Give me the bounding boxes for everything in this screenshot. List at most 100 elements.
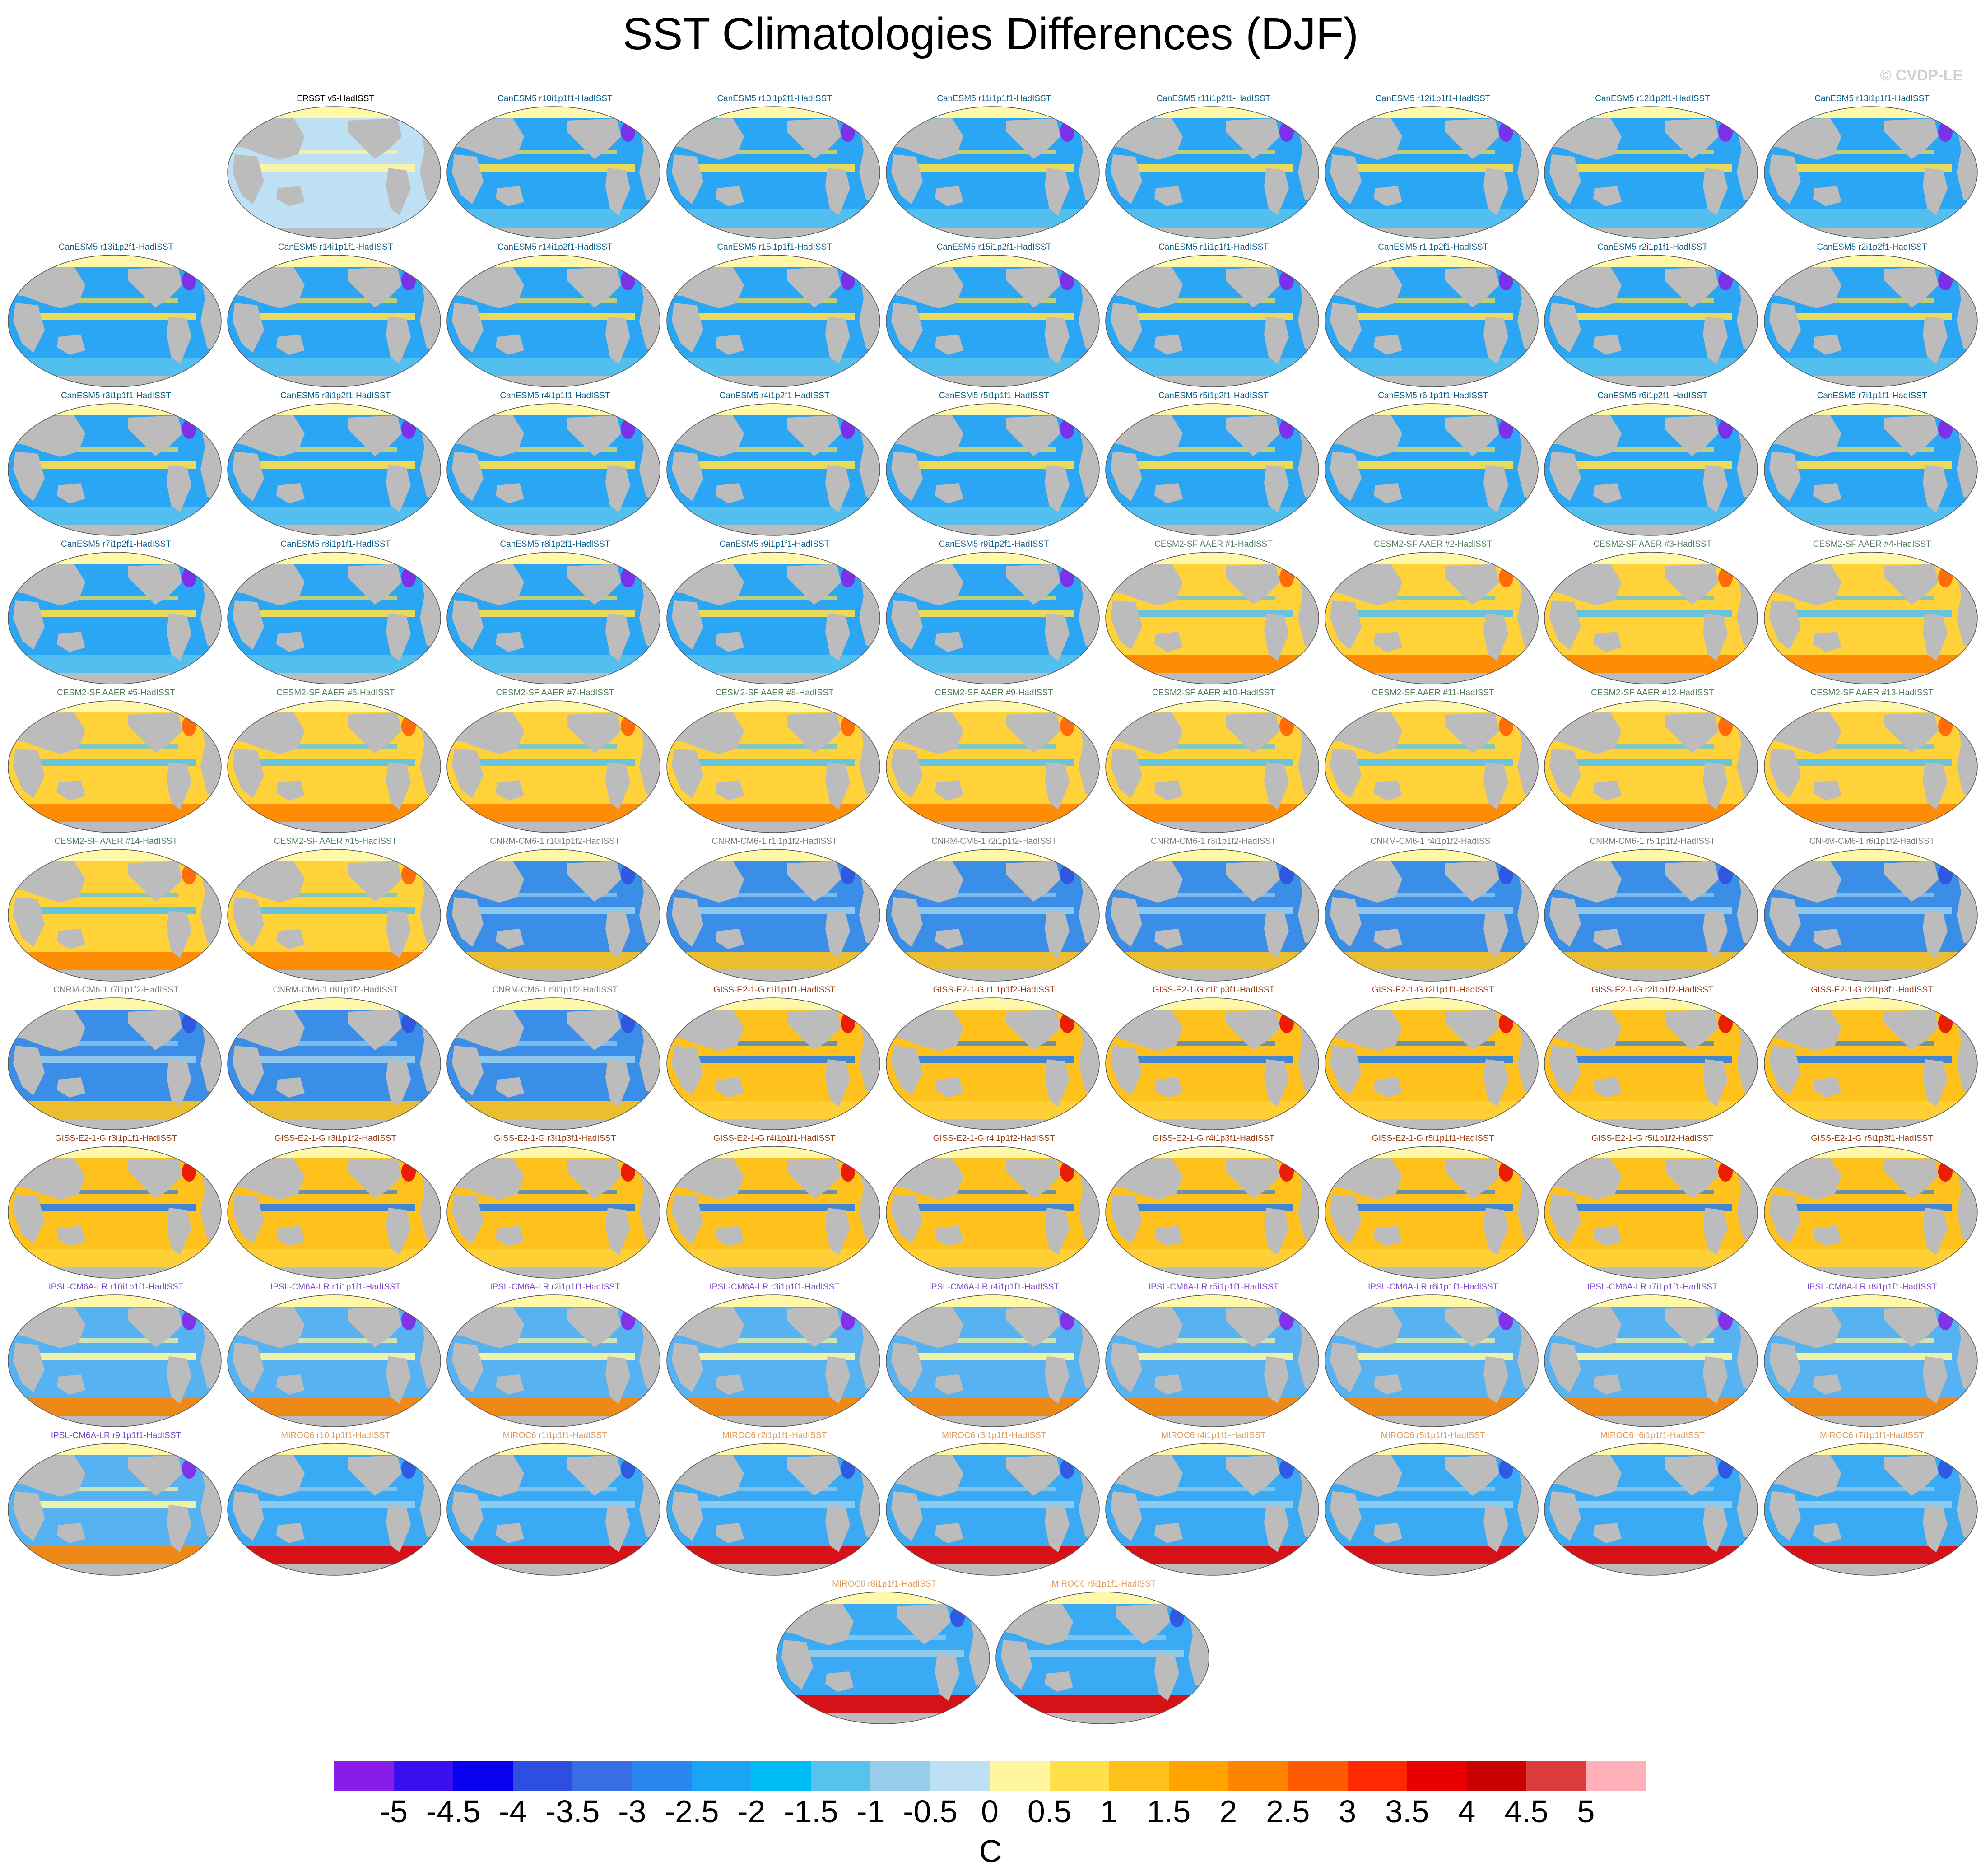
colorbar-tick-label: -1 [856, 1794, 885, 1829]
sst-difference-map [1105, 255, 1319, 387]
sst-difference-map [666, 255, 880, 387]
map-panel: CanESM5 r11i1p1f1-HadISST [884, 94, 1104, 243]
panel-title: CNRM-CM6-1 r5i1p1f2-HadISST [1590, 837, 1716, 846]
map-panel: CanESM5 r7i1p1f1-HadISST [1762, 391, 1981, 540]
map-panel: CNRM-CM6-1 r5i1p1f2-HadISST [1543, 837, 1762, 986]
sst-difference-map [1105, 1294, 1319, 1427]
colorbar-tick-label: 0.5 [1027, 1794, 1072, 1829]
map-panel: CESM2-SF AAER #3-HadISST [1543, 540, 1762, 689]
map-panel: MIROC6 r4i1p1f1-HadISST [1104, 1431, 1323, 1580]
sst-difference-map [886, 700, 1100, 833]
map-panel: CanESM5 r13i1p1f1-HadISST [1762, 94, 1981, 243]
colorbar-box [572, 1761, 632, 1791]
panel-title: CNRM-CM6-1 r2i1p1f2-HadISST [931, 837, 1057, 846]
panel-title: CanESM5 r11i1p1f1-HadISST [937, 94, 1051, 103]
panel-title: GISS-E2-1-G r2i1p1f1-HadISST [1372, 985, 1494, 995]
panel-title: CanESM5 r6i1p2f1-HadISST [1597, 391, 1708, 400]
map-panel: CanESM5 r1i1p2f1-HadISST [1323, 242, 1543, 391]
panel-title: CanESM5 r10i1p2f1-HadISST [717, 94, 832, 103]
map-panel: CanESM5 r4i1p2f1-HadISST [665, 391, 884, 540]
sst-difference-map [666, 700, 880, 833]
panel-title: MIROC6 r10i1p1f1-HadISST [281, 1431, 391, 1440]
sst-difference-map [227, 1443, 441, 1576]
panel-title: GISS-E2-1-G r5i1p1f1-HadISST [1372, 1134, 1494, 1143]
map-panel: CESM2-SF AAER #5-HadISST [6, 688, 226, 837]
sst-difference-map [1763, 255, 1978, 387]
sst-difference-map [1325, 700, 1539, 833]
map-panel: CNRM-CM6-1 r3i1p1f2-HadISST [1104, 837, 1323, 986]
sst-difference-map [227, 997, 441, 1130]
sst-difference-map [886, 1443, 1100, 1576]
sst-difference-map [8, 403, 222, 536]
map-panel: GISS-E2-1-G r5i1p3f1-HadISST [1762, 1134, 1981, 1283]
panel-title: IPSL-CM6A-LR r6i1p1f1-HadISST [1368, 1282, 1498, 1292]
colorbar-tick-label: -4.5 [426, 1794, 481, 1829]
map-panel: MIROC6 r3i1p1f1-HadISST [884, 1431, 1104, 1580]
sst-difference-map [227, 552, 441, 684]
panel-title: CESM2-SF AAER #7-HadISST [496, 688, 614, 698]
colorbar-box [1168, 1761, 1228, 1791]
map-panel: GISS-E2-1-G r3i1p3f1-HadISST [445, 1134, 665, 1283]
panel-title: IPSL-CM6A-LR r3i1p1f1-HadISST [709, 1282, 840, 1292]
sst-difference-map [1544, 255, 1758, 387]
sst-difference-map [886, 403, 1100, 536]
panel-title: MIROC6 r5i1p1f1-HadISST [1381, 1431, 1485, 1440]
sst-difference-map [446, 1146, 661, 1279]
sst-difference-map [227, 106, 441, 239]
panel-title: CESM2-SF AAER #15-HadISST [274, 837, 397, 846]
panel-title: IPSL-CM6A-LR r9i1p1f1-HadISST [51, 1431, 181, 1440]
sst-difference-map [886, 1146, 1100, 1279]
panel-title: CanESM5 r3i1p2f1-HadISST [280, 391, 391, 400]
map-panel: ERSST v5-HadISST [226, 94, 445, 243]
panel-title: CanESM5 r14i1p2f1-HadISST [498, 242, 613, 252]
sst-difference-map [446, 255, 661, 387]
panel-title: CanESM5 r8i1p1f1-HadISST [280, 540, 391, 549]
sst-difference-map [8, 255, 222, 387]
map-panel: CanESM5 r12i1p1f1-HadISST [1323, 94, 1543, 243]
panel-title: MIROC6 r1i1p1f1-HadISST [502, 1431, 608, 1440]
sst-difference-map [446, 849, 661, 982]
map-panel: GISS-E2-1-G r4i1p1f2-HadISST [884, 1134, 1104, 1283]
panel-title: CESM2-SF AAER #1-HadISST [1154, 540, 1273, 549]
panel-title: GISS-E2-1-G r3i1p1f1-HadISST [55, 1134, 177, 1143]
panel-title: MIROC6 r9i1p1f1-HadISST [1051, 1579, 1156, 1589]
map-panel: CNRM-CM6-1 r8i1p1f2-HadISST [226, 985, 445, 1134]
sst-difference-map [886, 1294, 1100, 1427]
sst-difference-map [1105, 106, 1319, 239]
sst-difference-map [227, 1294, 441, 1427]
map-panel: CESM2-SF AAER #13-HadISST [1762, 688, 1981, 837]
panel-title: CanESM5 r8i1p2f1-HadISST [500, 540, 610, 549]
panel-title: CESM2-SF AAER #8-HadISST [715, 688, 834, 698]
sst-difference-map [666, 849, 880, 982]
sst-difference-map [1544, 700, 1758, 833]
sst-difference-map [1105, 700, 1319, 833]
panel-title: CanESM5 r15i1p2f1-HadISST [936, 242, 1052, 252]
panel-title: IPSL-CM6A-LR r4i1p1f1-HadISST [929, 1282, 1059, 1292]
sst-difference-map [1544, 403, 1758, 536]
sst-difference-map [446, 700, 661, 833]
panel-title: CanESM5 r13i1p1f1-HadISST [1814, 94, 1930, 103]
panel-title: CanESM5 r1i1p2f1-HadISST [1378, 242, 1488, 252]
colorbar-tick-label: 3.5 [1385, 1794, 1429, 1829]
colorbar-tick-label: 2 [1219, 1794, 1237, 1829]
panel-title: CanESM5 r4i1p1f1-HadISST [500, 391, 610, 400]
panel-title: CNRM-CM6-1 r7i1p1f2-HadISST [53, 985, 179, 995]
map-panel: GISS-E2-1-G r3i1p1f2-HadISST [226, 1134, 445, 1283]
map-panel: CNRM-CM6-1 r4i1p1f2-HadISST [1323, 837, 1543, 986]
sst-difference-map [886, 255, 1100, 387]
map-panel: CanESM5 r9i1p2f1-HadISST [884, 540, 1104, 689]
sst-difference-map [1105, 552, 1319, 684]
panel-title: CESM2-SF AAER #5-HadISST [57, 688, 175, 698]
map-panel: CanESM5 r14i1p1f1-HadISST [226, 242, 445, 391]
sst-difference-map [1325, 1443, 1539, 1576]
map-panel: MIROC6 r1i1p1f1-HadISST [445, 1431, 665, 1580]
colorbar-box [930, 1761, 990, 1791]
map-panel: MIROC6 r2i1p1f1-HadISST [665, 1431, 884, 1580]
panel-title: CESM2-SF AAER #14-HadISST [54, 837, 178, 846]
map-panel: CanESM5 r2i1p2f1-HadISST [1762, 242, 1981, 391]
sst-difference-map [1763, 997, 1978, 1130]
map-panel: CanESM5 r10i1p2f1-HadISST [665, 94, 884, 243]
map-panel-grid: ERSST v5-HadISST CanESM5 r10i1p1f1-HadISS… [6, 94, 1981, 1724]
panel-title: CNRM-CM6-1 r6i1p1f2-HadISST [1809, 837, 1935, 846]
panel-title: MIROC6 r2i1p1f1-HadISST [722, 1431, 827, 1440]
